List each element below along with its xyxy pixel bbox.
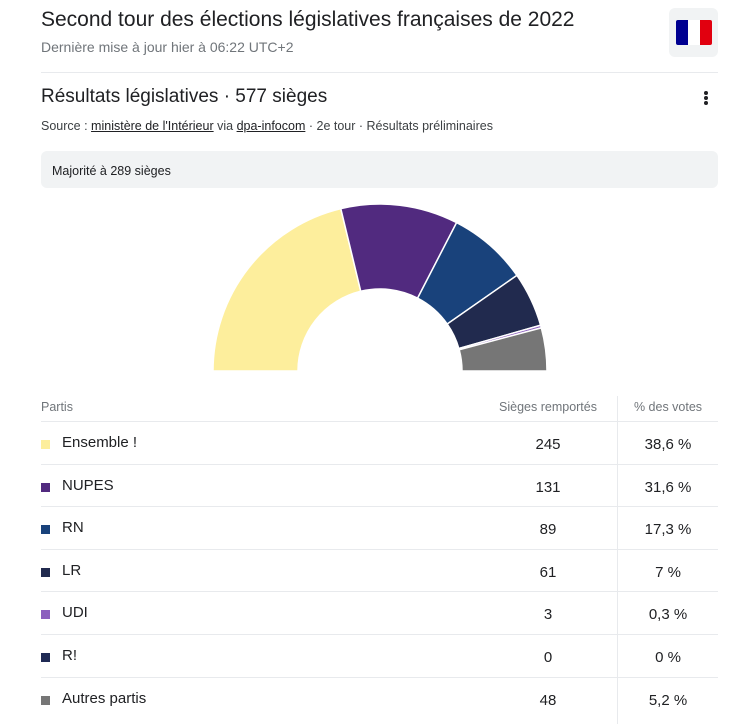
party-color-swatch <box>41 440 50 449</box>
more-vert-icon[interactable] <box>696 88 716 108</box>
party-votes: 5,2 % <box>648 691 688 709</box>
party-color-swatch <box>41 653 50 662</box>
party-color-swatch <box>41 695 50 705</box>
party-seats: 131 <box>535 478 561 496</box>
party-seats: 48 <box>539 691 557 709</box>
table-row: RN 89 17,3 % <box>41 506 718 549</box>
column-header-votes: % des votes <box>633 400 703 414</box>
party-votes: 31,6 % <box>644 478 692 496</box>
source-line: Source : ministère de l'Intérieur via dp… <box>41 119 493 133</box>
party-votes: 38,6 % <box>644 436 692 453</box>
table-row: Ensemble ! 245 38,6 % <box>41 421 718 464</box>
party-name: R! <box>62 647 77 664</box>
party-color-swatch <box>41 482 50 492</box>
party-seats: 3 <box>543 606 553 624</box>
column-divider <box>617 396 618 724</box>
table-row: Autres partis 48 5,2 % <box>41 676 718 720</box>
party-name: Autres partis <box>62 689 147 707</box>
party-name: Ensemble ! <box>62 434 138 451</box>
source-suffix: · 2e tour · Résultats préliminaires <box>308 119 493 133</box>
party-seats: 61 <box>539 563 557 581</box>
divider <box>41 72 718 73</box>
section-title: Résultats législatives · 577 sièges <box>41 86 328 107</box>
france-flag-icon <box>676 20 712 45</box>
last-updated: Dernière mise à jour hier à 06:22 UTC+2 <box>41 39 294 55</box>
column-header-parties: Partis <box>41 400 73 414</box>
table-row: R! 0 0 % <box>41 634 718 677</box>
page-title: Second tour des élections législatives f… <box>41 8 575 31</box>
majority-banner: Majorité à 289 sièges <box>41 151 718 188</box>
hemicycle-segment <box>458 326 548 372</box>
source-prefix: Source : <box>41 119 88 133</box>
source-via: via <box>217 119 234 133</box>
party-color-swatch <box>41 610 50 620</box>
table-row: LR 61 7 % <box>41 548 718 592</box>
table-row: NUPES 131 31,6 % <box>41 463 718 507</box>
hemicycle-segment <box>212 207 362 372</box>
party-color-swatch <box>41 525 50 535</box>
party-name: RN <box>62 519 84 537</box>
party-seats: 89 <box>539 521 557 539</box>
party-name: UDI <box>62 604 88 622</box>
party-votes: 7 % <box>655 563 681 581</box>
party-color-swatch <box>41 567 50 577</box>
party-name: NUPES <box>62 476 114 494</box>
party-votes: 0,3 % <box>648 606 688 624</box>
party-votes: 17,3 % <box>644 521 692 539</box>
party-seats: 245 <box>535 436 561 453</box>
party-seats: 0 <box>543 649 553 666</box>
source-link-dpa[interactable]: dpa-infocom <box>236 119 306 133</box>
table-row: UDI 3 0,3 % <box>41 591 718 634</box>
france-flag-button[interactable] <box>669 8 718 57</box>
party-votes: 0 % <box>655 649 681 666</box>
source-link-ministere[interactable]: ministère de l'Intérieur <box>91 119 214 133</box>
party-name: LR <box>62 561 82 579</box>
hemicycle-chart <box>212 203 548 372</box>
column-header-seats: Sièges remportés <box>499 400 597 414</box>
